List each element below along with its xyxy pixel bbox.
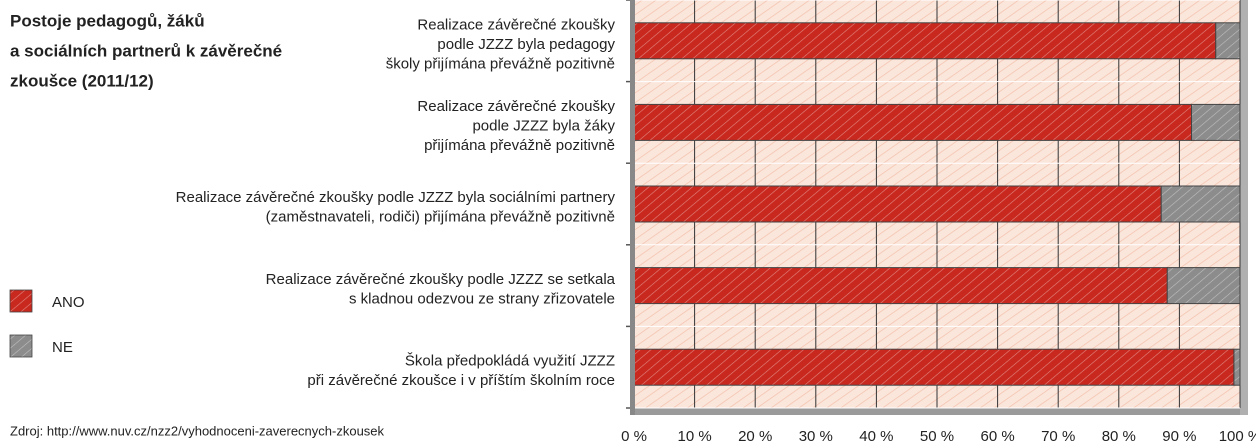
bar-segment [633,185,1162,223]
category-label: Realizace závěrečné zkoušky podle JZZZ s… [266,271,616,288]
x-tick-label: 90 % [1162,428,1196,445]
bar-segment [633,22,1217,60]
bar-segment [1191,103,1241,141]
legend-swatch [9,334,33,358]
chart-title: Postoje pedagogů, žáků [10,11,205,30]
category-label: přijímána převážně pozitivně [424,137,615,154]
x-tick-label: 40 % [859,428,893,445]
category-label: s kladnou odezvou ze strany zřizovatele [349,290,615,307]
category-label: Realizace závěrečné zkoušky podle JZZZ b… [176,189,616,206]
x-tick-label: 0 % [621,428,647,445]
bar-segment [1215,22,1241,60]
bar-segment [1233,348,1241,386]
category-label: podle JZZZ byla pedagogy [437,36,615,53]
category-label: Realizace závěrečné zkoušky [417,16,615,33]
source: Zdroj: http://www.nuv.cz/nzz2/vyhodnocen… [10,423,385,438]
x-tick-label: 50 % [920,428,954,445]
bar-segment [633,103,1193,141]
axis-line [630,0,635,415]
bar-segment [1166,267,1241,305]
plot-shadow [1240,0,1248,415]
category-label: Škola předpokládá využití JZZZ [405,352,615,369]
chart-title: a sociálních partnerů k závěrečné [10,41,282,60]
plot-shadow [634,408,1248,415]
category-label: podle JZZZ byla žáky [472,117,615,134]
category-label: při závěrečné zkoušce i v příštím školní… [307,372,615,389]
x-tick-label: 60 % [980,428,1014,445]
legend-label: ANO [52,294,85,311]
bar-segment [633,348,1235,386]
x-tick-label: 100 % [1219,428,1256,445]
legend-label: NE [52,339,73,356]
category-label: (zaměstnavateli, rodiči) přijímána převá… [266,209,615,226]
x-tick-label: 10 % [677,428,711,445]
bar-segment [633,267,1168,305]
category-label: Realizace závěrečné zkoušky [417,98,615,115]
legend-swatch [9,289,33,313]
x-tick-label: 80 % [1102,428,1136,445]
x-tick-label: 20 % [738,428,772,445]
x-tick-label: 70 % [1041,428,1075,445]
x-tick-label: 30 % [799,428,833,445]
category-label: školy přijímána převážně pozitivně [386,55,615,72]
bar-segment [1160,185,1241,223]
chart-title: zkoušce (2011/12) [10,71,154,90]
